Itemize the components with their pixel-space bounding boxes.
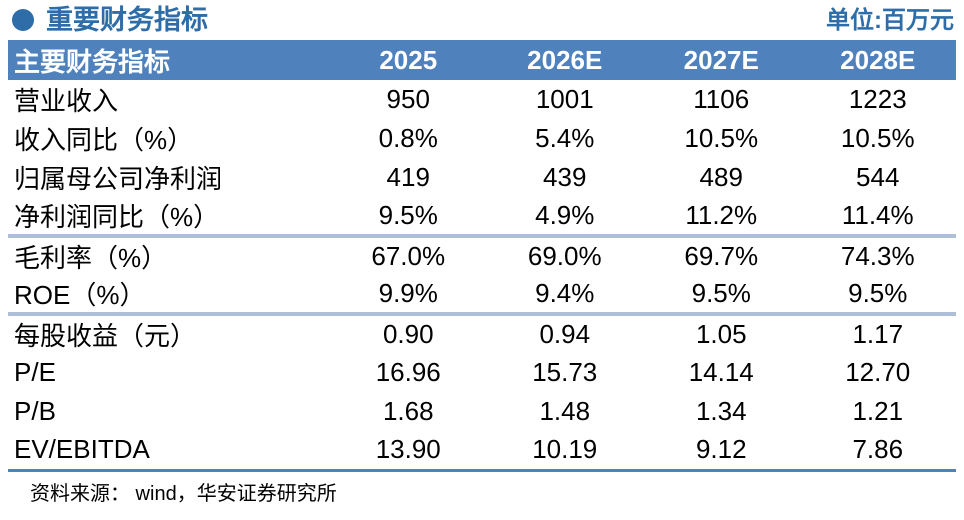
cell-value: 69.7%	[684, 241, 759, 271]
cell-value: 11.2%	[643, 197, 800, 238]
row-label: P/B	[14, 396, 56, 426]
title-row: 重要财务指标 单位:百万元	[0, 0, 964, 40]
cell-value: 67.0%	[371, 241, 446, 271]
row-label: 收入同比（%）	[14, 125, 194, 155]
cell-value: 950	[386, 84, 430, 114]
table-row: 营业收入 950 1001 1106 1223	[8, 80, 956, 119]
cell-value: 69.0%	[527, 241, 602, 271]
cell-value: 439	[543, 162, 587, 192]
cell-value: 0.94	[539, 319, 591, 349]
cell-value: 1.17	[852, 319, 904, 349]
cell-value: 1.34	[695, 396, 747, 426]
table-row: 毛利率（%） 67.0% 69.0% 69.7% 74.3%	[8, 236, 956, 275]
cell-value: 1.48	[539, 396, 591, 426]
cell-value: 15.73	[532, 357, 598, 387]
cell-value: 1106	[693, 84, 750, 114]
financial-metrics-table: 主要财务指标 2025 2026E 2027E 2028E 营业收入 950 100…	[8, 40, 956, 472]
cell-value: 9.5%	[330, 197, 487, 238]
row-label: P/E	[14, 357, 56, 387]
cell-value: 0.90	[382, 319, 434, 349]
cell-value: 9.4%	[486, 275, 643, 316]
row-label: 毛利率（%）	[14, 243, 168, 273]
cell-value: 1.21	[852, 396, 904, 426]
table-row: ROE（%） 9.9% 9.4% 9.5% 9.5%	[8, 275, 956, 316]
cell-value: 10.19	[486, 431, 643, 472]
cell-value: 16.96	[375, 357, 441, 387]
cell-value: 5.4%	[535, 123, 595, 153]
cell-value: 4.9%	[486, 197, 643, 238]
row-label: ROE（%）	[8, 275, 330, 316]
circle-bullet-icon	[12, 9, 34, 31]
cell-value: 10.5%	[684, 123, 759, 153]
row-label: 归属母公司净利润	[14, 164, 223, 194]
section-title-text: 重要财务指标	[46, 5, 208, 35]
cell-value: 9.12	[643, 431, 800, 472]
cell-value: 1.68	[382, 396, 434, 426]
table-row: 归属母公司净利润 419 439 489 544	[8, 158, 956, 197]
cell-value: 9.5%	[799, 275, 956, 316]
cell-value: 74.3%	[840, 241, 915, 271]
cell-value: 13.90	[330, 431, 487, 472]
cell-value: 544	[856, 162, 900, 192]
header-col-2028e: 2028E	[799, 40, 956, 80]
cell-value: 0.8%	[378, 123, 438, 153]
header-label: 主要财务指标	[8, 40, 330, 80]
cell-value: 9.9%	[330, 275, 487, 316]
table-row: P/E 16.96 15.73 14.14 12.70	[8, 353, 956, 392]
table-row: P/B 1.68 1.48 1.34 1.21	[8, 392, 956, 431]
row-label: 净利润同比（%）	[8, 197, 330, 238]
row-label: 营业收入	[14, 86, 119, 116]
table-row: EV/EBITDA 13.90 10.19 9.12 7.86	[8, 431, 956, 472]
cell-value: 419	[386, 162, 430, 192]
source-note: 资料来源： wind，华安证券研究所	[30, 482, 337, 505]
cell-value: 10.5%	[840, 123, 915, 153]
cell-value: 1223	[848, 84, 907, 114]
table-row: 每股收益（元） 0.90 0.94 1.05 1.17	[8, 314, 956, 353]
cell-value: 1.05	[695, 319, 747, 349]
unit-label: 单位:百万元	[826, 7, 954, 34]
header-col-2027e: 2027E	[643, 40, 800, 80]
section-title: 重要财务指标	[12, 3, 208, 37]
header-col-2025: 2025	[330, 40, 487, 80]
cell-value: 1001	[535, 84, 594, 114]
row-label: EV/EBITDA	[8, 431, 330, 472]
cell-value: 14.14	[688, 357, 754, 387]
cell-value: 12.70	[845, 357, 911, 387]
table-header-row: 主要财务指标 2025 2026E 2027E 2028E	[8, 40, 956, 80]
cell-value: 11.4%	[799, 197, 956, 238]
row-label: 每股收益（元）	[14, 321, 197, 351]
header-col-2026e: 2026E	[486, 40, 643, 80]
table-row: 净利润同比（%） 9.5% 4.9% 11.2% 11.4%	[8, 197, 956, 238]
cell-value: 7.86	[799, 431, 956, 472]
table-row: 收入同比（%） 0.8% 5.4% 10.5% 10.5%	[8, 119, 956, 158]
table-body: 营业收入 950 1001 1106 1223 收入同比（%） 0.8% 5.4% 10.5% 1…	[8, 80, 956, 472]
cell-value: 9.5%	[643, 275, 800, 316]
cell-value: 489	[699, 162, 743, 192]
